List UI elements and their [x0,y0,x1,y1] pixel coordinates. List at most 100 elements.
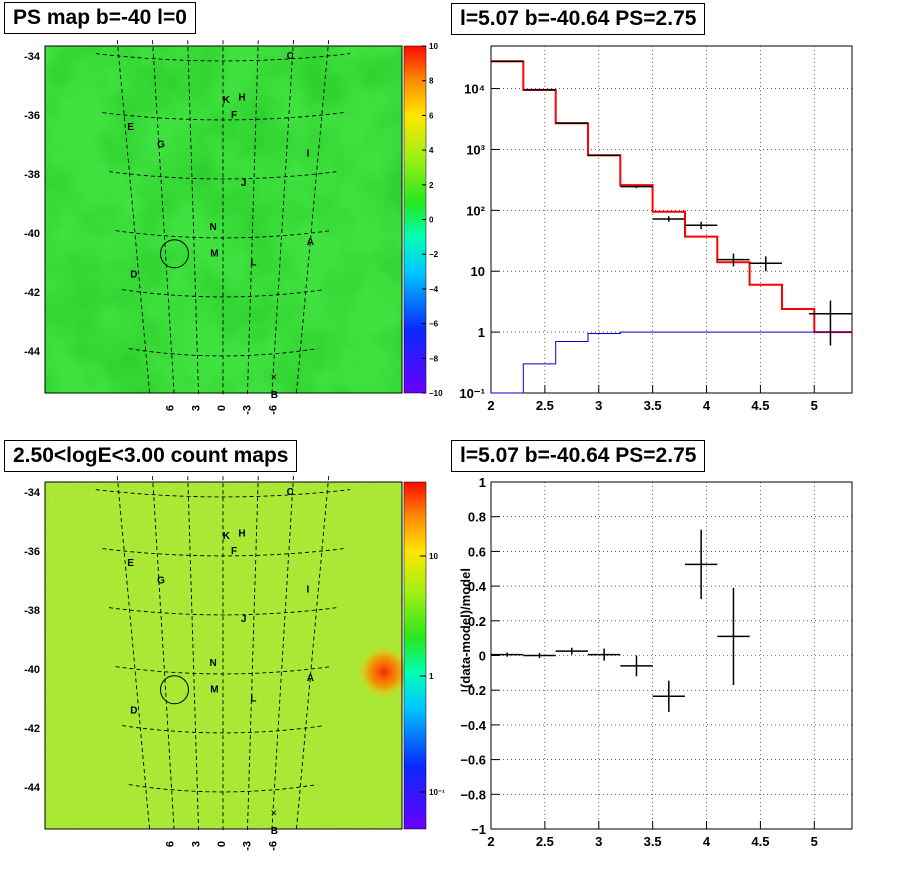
meridian-line [152,40,175,395]
ps-colorbar-label: 8 [429,77,434,86]
parallel-line [128,784,318,793]
source-label-N: N [210,222,217,233]
ps-map-mottle [45,46,402,393]
count-colorbar-ticks: 10 1 10⁻¹ [420,552,445,797]
ps-map-title: PS map b=-40 l=0 [4,2,196,34]
meridian-line [116,40,151,395]
count-map-coordinate-grid [95,476,351,831]
spectrum-plot: 2 2.5 3 3.5 4 4.5 5 10⁻¹ 1 10 10² 10³ 10⁴ [459,46,852,413]
meridian-line [271,476,294,831]
ps-colorbar-label: 2 [429,181,434,190]
meridian-line [271,40,294,395]
parallel-line [108,171,338,180]
lon-tick-label: 0 [216,405,228,411]
ps-colorbar-label: 6 [429,111,434,120]
source-label-F: F [231,110,237,121]
spectrum-ratio-line [491,331,852,394]
residual-y-tick-label: −0.4 [460,718,486,733]
spectrum-y-tick-label: 10³ [466,142,485,157]
meridian-line [295,40,330,395]
residual-y-tick-label: 1 [479,475,486,490]
source-label-B: B [271,390,278,401]
source-label-H: H [238,92,245,103]
source-label-D: D [130,269,137,280]
ps-colorbar-label: −2 [429,250,439,259]
source-label-D: D [130,705,137,716]
spectrum-y-tick-label: 10⁴ [464,82,485,97]
residual-y-tick-label: −1 [471,822,486,837]
lon-tick-label: -6 [267,405,279,415]
target-circle [159,675,189,705]
source-label-L: L [250,257,256,268]
count-map-source-labels: C K H E F G I J N A M L D B × [127,487,314,837]
source-label-I: I [306,148,309,159]
residual-x-tick-label: 5 [811,834,818,849]
count-map-axis-ticks: -34 -36 -38 -40 -42 -44 6 3 0 -3 -6 [24,487,279,851]
spectrum-y-tick-label: 10 [471,264,485,279]
source-label-K: K [223,531,231,542]
lat-tick-label: -38 [24,169,40,181]
meridian-line [152,476,175,831]
count-colorbar-label: 1 [429,672,434,681]
ps-colorbar-label: 4 [429,146,434,155]
residual-y-tick-label: 0.6 [468,544,486,559]
lon-tick-label: -3 [242,841,254,851]
ps-map-source-labels: C K H E F G I J N A M L D B × [127,51,314,401]
ps-map-coordinate-grid [95,40,351,395]
spectrum-x-tick-label: 2 [487,398,494,413]
lat-tick-label: -40 [24,664,40,676]
count-map-title: 2.50<logE<3.00 count maps [4,440,298,472]
meridian-line [246,40,259,395]
source-label-A: A [307,237,314,248]
count-map-grain [45,482,402,829]
ps-colorbar-label: −4 [429,285,439,294]
spectrum-x-tick-label: 4.5 [751,398,769,413]
source-label-K: K [223,95,231,106]
spectrum-model-line [491,60,852,334]
count-colorbar-label: 10⁻¹ [429,788,445,797]
ps-colorbar-label: 0 [429,216,434,225]
residual-y-tick-label: 0.2 [468,614,486,629]
parallel-line [122,725,324,734]
spectrum-x-tick-label: 4 [703,398,711,413]
ps-map-axis-ticks: -34 -36 -38 -40 -42 -44 6 3 0 -3 -6 [24,51,279,415]
lat-tick-label: -42 [24,287,40,299]
lat-tick-label: -34 [24,487,41,499]
spectrum-x-tick-label: 3.5 [644,398,662,413]
residual-title: l=5.07 b=-40.64 PS=2.75 [451,440,706,472]
parallel-line [95,489,351,498]
spectrum-panel: 2 2.5 3 3.5 4 4.5 5 10⁻¹ 1 10 10² 10³ 10⁴ [459,45,853,413]
spectrum-y-tick-label: 1 [478,325,485,340]
ps-colorbar-label: −6 [429,320,439,329]
source-label-C: C [287,51,294,62]
parallel-line [108,607,338,616]
source-label-G: G [157,575,165,586]
residual-y-tick-label: 0.8 [468,510,486,525]
lon-tick-label: -6 [267,841,279,851]
count-colorbar-label: 10 [429,552,438,561]
lat-tick-label: -38 [24,605,40,617]
ps-colorbar-label: −10 [429,389,443,398]
source-label-E: E [127,122,134,133]
lat-tick-label: -34 [24,51,41,63]
source-label-M: M [210,249,218,260]
source-label-A: A [307,673,314,684]
parallel-line [122,289,324,298]
source-label-L: L [250,693,256,704]
residual-x-tick-label: 4 [703,834,711,849]
count-colorbar [403,481,427,830]
count-map-frame [44,481,403,830]
ps-colorbar-label: −8 [429,354,439,363]
ps-colorbar-label: 10 [429,42,438,51]
lat-tick-label: -36 [24,546,40,558]
residual-x-tick-label: 2.5 [536,834,554,849]
lon-tick-label: -3 [242,405,254,415]
residual-y-tick-label: 0 [479,649,486,664]
cross-marker: × [271,372,277,384]
residual-y-axis-label: (data-model)/model [458,568,473,688]
lon-tick-label: 0 [216,841,228,847]
spectrum-y-tick-label: 10² [466,203,485,218]
